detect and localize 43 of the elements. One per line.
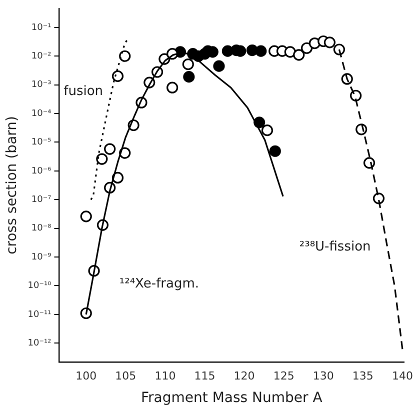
annotation: ¹²⁴Xe-fragm.	[119, 276, 200, 292]
annotation: ²³⁸U-fission	[299, 239, 371, 254]
y-tick-label: 10⁻¹¹	[28, 310, 52, 320]
y-axis-title: cross section (barn)	[4, 116, 20, 254]
x-tick-label: 100	[76, 369, 97, 382]
point	[350, 90, 362, 102]
x-tick-label: 115	[194, 369, 216, 382]
x-tick-label: 140	[392, 369, 413, 382]
point	[182, 58, 194, 70]
point	[183, 71, 195, 83]
point	[324, 36, 336, 48]
x-tick-label: 135	[352, 369, 374, 382]
point	[104, 143, 116, 155]
point	[119, 50, 131, 62]
y-tick-label: 10⁻⁷	[31, 194, 52, 205]
annotation: fusion	[64, 84, 104, 99]
x-axis-title: Fragment Mass Number A	[140, 390, 323, 406]
point	[80, 210, 92, 222]
point	[261, 124, 274, 136]
point	[300, 42, 313, 54]
y-tick-label: 10⁻²	[31, 51, 52, 62]
y-tick-label: 10⁻⁸	[31, 224, 52, 234]
point	[255, 45, 267, 57]
y-tick-label: 10⁻¹²	[28, 338, 52, 348]
y-tick-label: 10⁻¹⁰	[28, 281, 52, 292]
point	[96, 153, 108, 165]
point	[213, 60, 225, 72]
y-tick-label: 10⁻³	[31, 80, 52, 90]
y-tick-label: 10⁻⁴	[31, 108, 52, 119]
y-tick-label: 10⁻¹	[31, 22, 52, 33]
y-tick-label: 10⁻⁹	[31, 252, 52, 262]
x-tick-label: 125	[273, 369, 294, 382]
y-tick-label: 10⁻⁵	[31, 138, 52, 148]
x-tick-label: 130	[312, 369, 334, 382]
point	[284, 46, 296, 58]
point	[166, 82, 178, 94]
x-tick-label: 120	[234, 369, 255, 382]
x-tick-label: 110	[154, 369, 176, 382]
x-tick-label: 105	[115, 369, 136, 382]
point	[112, 70, 124, 82]
point	[293, 49, 305, 61]
point	[269, 145, 281, 157]
y-tick-label: 10⁻⁶	[31, 166, 52, 176]
